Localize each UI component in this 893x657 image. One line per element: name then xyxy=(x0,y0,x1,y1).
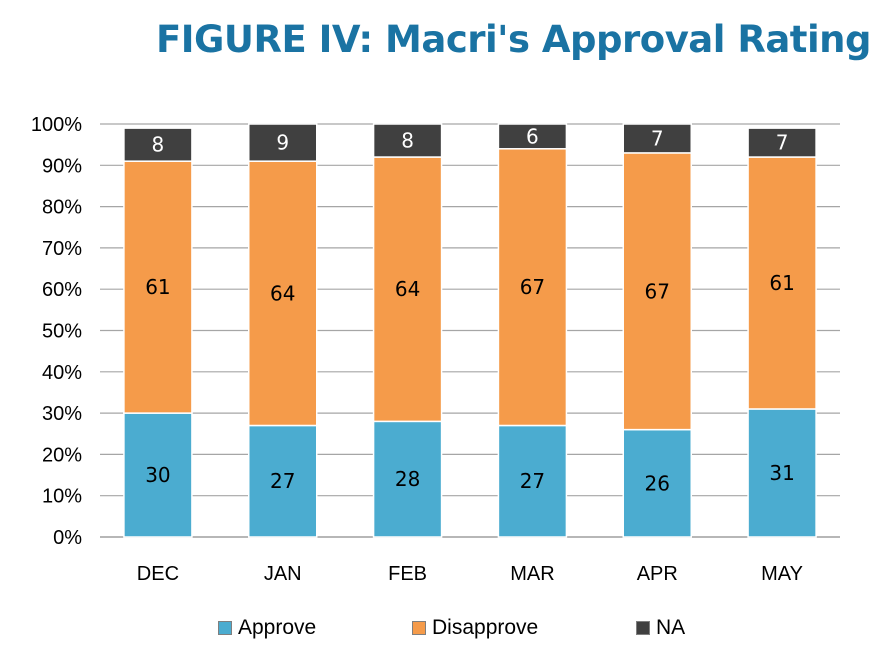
data-label-na: 7 xyxy=(651,126,664,150)
x-tick-label: DEC xyxy=(137,563,179,585)
bar-segment-disapprove-dec xyxy=(123,160,193,414)
bar-segment-approve-may xyxy=(747,408,817,538)
data-label-approve: 28 xyxy=(395,467,420,491)
x-tick-label: MAY xyxy=(761,563,803,585)
legend-item-approve: Approve xyxy=(218,616,316,640)
data-label-disapprove: 64 xyxy=(270,281,295,305)
data-label-disapprove: 61 xyxy=(769,271,794,295)
y-tick-label: 30% xyxy=(42,403,82,425)
legend-item-na: NA xyxy=(636,616,685,640)
data-label-na: 9 xyxy=(276,131,289,155)
y-tick-label: 20% xyxy=(42,444,82,466)
y-tick-label: 60% xyxy=(42,279,82,301)
data-label-disapprove: 64 xyxy=(395,277,420,301)
legend-swatch xyxy=(412,621,426,635)
data-label-approve: 30 xyxy=(145,463,170,487)
bar-segment-disapprove-apr xyxy=(622,152,692,431)
data-label-disapprove: 61 xyxy=(145,275,170,299)
data-label-disapprove: 67 xyxy=(520,275,545,299)
chart-title: FIGURE IV: Macri's Approval Rating xyxy=(156,18,871,61)
y-tick-label: 0% xyxy=(53,527,82,549)
data-label-na: 8 xyxy=(152,133,165,157)
legend-label: NA xyxy=(656,616,686,639)
y-tick-label: 10% xyxy=(42,486,82,508)
x-tick-label: JAN xyxy=(264,563,302,585)
y-tick-label: 100% xyxy=(31,114,82,136)
legend-swatch xyxy=(636,621,650,635)
y-tick-label: 70% xyxy=(42,238,82,260)
bar-segment-approve-jan xyxy=(248,424,318,538)
y-tick-label: 90% xyxy=(42,155,82,177)
legend-swatch xyxy=(218,621,232,635)
legend-item-disapprove: Disapprove xyxy=(412,616,538,640)
bar-segment-approve-mar xyxy=(497,424,568,538)
legend-label: Approve xyxy=(238,616,317,639)
data-label-na: 7 xyxy=(776,131,789,155)
chart-legend: Approve Disapprove NA xyxy=(0,616,893,642)
legend-label: Disapprove xyxy=(432,616,539,639)
bar-segment-na-may xyxy=(747,127,817,158)
bar-segment-disapprove-may xyxy=(747,156,817,410)
x-tick-label: APR xyxy=(637,563,678,585)
x-tick-label: MAR xyxy=(510,563,554,585)
data-label-approve: 27 xyxy=(520,469,545,493)
chart-plot-area: 30 61 8 27 64 9 28 64 8 27 67 6 26 67 7 31 61 7 0% 10% 20% 3… xyxy=(31,114,840,585)
bar-segment-disapprove-jan xyxy=(248,160,318,427)
bar-segment-approve-apr xyxy=(622,428,692,538)
data-label-na: 8 xyxy=(401,129,414,153)
data-label-na: 6 xyxy=(526,124,539,148)
bar-segment-disapprove-mar xyxy=(497,148,568,427)
bar-segment-approve-feb xyxy=(372,420,443,538)
y-tick-label: 80% xyxy=(42,197,82,219)
data-label-disapprove: 67 xyxy=(645,279,670,303)
data-label-approve: 26 xyxy=(645,471,670,495)
bar-segment-disapprove-feb xyxy=(372,156,443,423)
data-label-approve: 31 xyxy=(769,461,794,485)
bar-segment-na-jan xyxy=(248,123,318,162)
bar-segment-na-apr xyxy=(622,123,692,154)
data-label-approve: 27 xyxy=(270,469,295,493)
bar-segment-na-mar xyxy=(497,123,568,150)
bar-segment-approve-dec xyxy=(123,412,193,538)
bar-segment-na-dec xyxy=(123,127,193,162)
x-tick-label: FEB xyxy=(388,563,427,585)
y-tick-label: 40% xyxy=(42,362,82,384)
bar-segment-na-feb xyxy=(372,123,443,158)
y-tick-label: 50% xyxy=(42,321,82,343)
